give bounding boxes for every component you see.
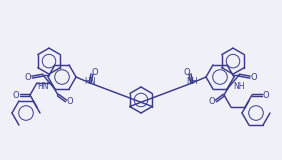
Text: O: O: [13, 91, 19, 100]
Text: O: O: [209, 96, 215, 105]
Text: O: O: [67, 96, 73, 105]
Text: NH: NH: [186, 76, 198, 85]
Text: O: O: [251, 73, 257, 82]
Text: HN: HN: [38, 82, 49, 91]
Text: HN: HN: [84, 76, 96, 85]
Text: O: O: [25, 73, 31, 82]
Text: NH: NH: [233, 82, 244, 91]
Text: O: O: [263, 91, 269, 100]
Text: O: O: [92, 68, 98, 76]
Text: O: O: [184, 68, 190, 76]
